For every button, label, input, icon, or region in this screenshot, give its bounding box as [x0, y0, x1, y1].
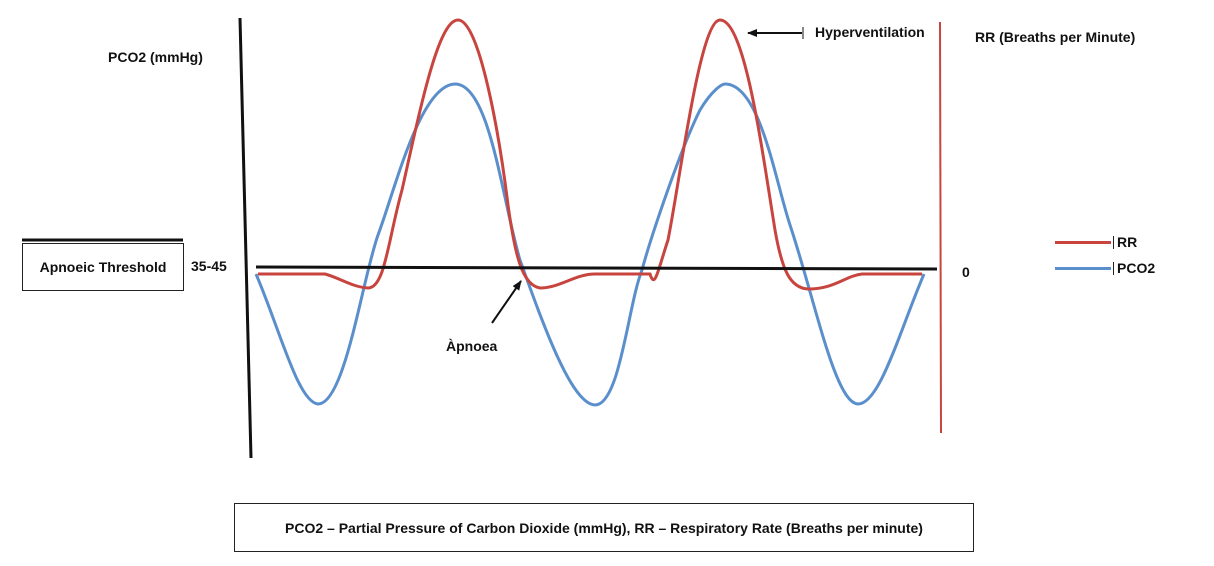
legend-tick-rr — [1113, 235, 1114, 249]
pco2-axis-line — [238, 17, 253, 459]
pco2-axis-label: PCO2 (mmHg) — [108, 49, 203, 65]
apnoeic-threshold-label: Apnoeic Threshold — [39, 259, 167, 275]
rr-zero-label: 0 — [962, 264, 970, 280]
rr-axis-line — [939, 21, 942, 434]
legend-item-rr: RR — [1055, 234, 1137, 250]
rr-curve — [258, 18, 922, 291]
threshold-value-label: 35-45 — [191, 258, 227, 274]
legend-label-pco2: PCO2 — [1117, 260, 1156, 276]
rr-axis-label: RR (Breaths per Minute) — [975, 29, 1136, 45]
pco2-curve — [254, 82, 926, 407]
legend-tick-pco2 — [1113, 261, 1114, 275]
hyperventilation-label: Hyperventilation — [815, 24, 925, 40]
legend-item-pco2: PCO2 — [1055, 260, 1155, 276]
caption-text: PCO2 – Partial Pressure of Carbon Dioxid… — [285, 519, 923, 536]
legend-swatch-pco2 — [1055, 266, 1111, 270]
legend-label-rr: RR — [1117, 234, 1138, 250]
caption-box: PCO2 – Partial Pressure of Carbon Dioxid… — [234, 503, 974, 552]
apnoeic-threshold-box: Apnoeic Threshold — [22, 243, 184, 291]
apnoea-arrow — [491, 280, 522, 324]
apnoeic-threshold-line — [255, 265, 938, 271]
apnoea-label: Àpnoea — [446, 338, 498, 354]
legend-swatch-rr — [1055, 240, 1111, 244]
